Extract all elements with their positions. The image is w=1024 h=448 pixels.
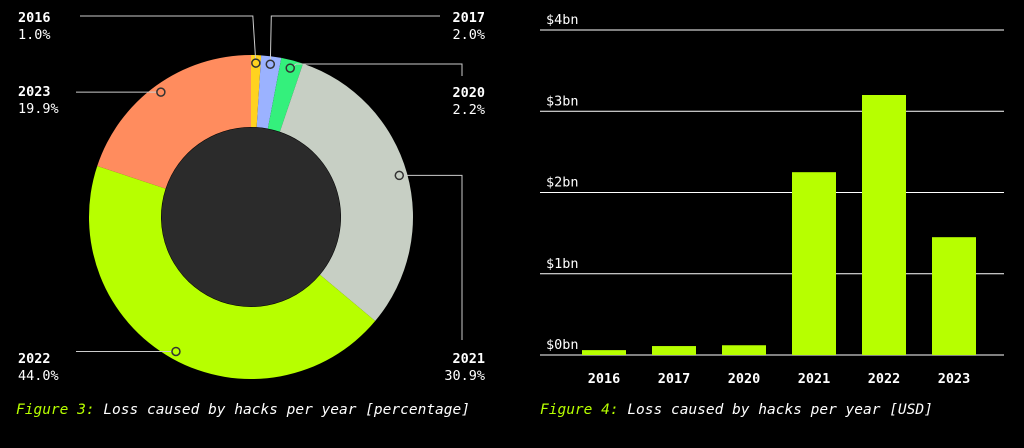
donut-slice-2022 xyxy=(88,165,376,380)
slice-year-label-2020: 2020 xyxy=(452,85,485,101)
slice-year-label-2022: 2022 xyxy=(18,351,51,367)
slice-year-label-2021: 2021 xyxy=(452,351,485,367)
y-tick-label: $1bn xyxy=(546,256,579,272)
donut-slice-2021 xyxy=(279,63,413,322)
leader-dot-2022 xyxy=(171,346,181,357)
donut-slice-2016 xyxy=(251,55,262,128)
x-tick-label: 2022 xyxy=(868,371,901,387)
leader-line-2017 xyxy=(269,15,440,65)
y-tick-label: $3bn xyxy=(546,93,579,109)
leader-dot-2021 xyxy=(394,170,405,181)
donut-hole xyxy=(161,127,341,307)
slice-percent-label-2017: 2.0% xyxy=(452,27,485,43)
x-tick-label: 2020 xyxy=(728,371,761,387)
leader-line-2021 xyxy=(399,174,463,340)
figure-3-label: Figure 3: xyxy=(16,402,95,418)
leader-line-2016 xyxy=(80,15,257,64)
slice-percent-label-2016: 1.0% xyxy=(18,27,51,43)
figure-4-caption: Figure 4: Loss caused by hacks per year … xyxy=(540,402,933,418)
slice-year-label-2023: 2023 xyxy=(18,84,51,100)
bar-2023 xyxy=(932,237,976,355)
leader-dot-2016 xyxy=(251,58,261,68)
x-tick-label: 2017 xyxy=(658,371,691,387)
x-tick-label: 2016 xyxy=(588,371,621,387)
figure-4-description: Loss caused by hacks per year [USD] xyxy=(627,402,933,418)
bar-2016 xyxy=(582,350,626,355)
y-tick-label: $2bn xyxy=(546,175,579,191)
x-tick-label: 2021 xyxy=(798,371,831,387)
slice-year-label-2016: 2016 xyxy=(18,10,51,26)
figure-3-caption: Figure 3: Loss caused by hacks per year … xyxy=(16,402,470,418)
donut-slice-2023 xyxy=(97,55,251,189)
leader-dot-2020 xyxy=(285,63,295,73)
y-tick-label: $0bn xyxy=(546,337,579,353)
bar-2022 xyxy=(862,95,906,355)
donut-slice-2020 xyxy=(267,57,303,132)
figure-4-label: Figure 4: xyxy=(540,402,619,418)
slice-year-label-2017: 2017 xyxy=(452,10,485,26)
bar-2021 xyxy=(792,172,836,355)
x-tick-label: 2023 xyxy=(938,371,971,387)
leader-dot-2017 xyxy=(265,59,276,69)
bar-2020 xyxy=(722,345,766,355)
donut-chart xyxy=(76,15,463,380)
slice-percent-label-2023: 19.9% xyxy=(18,101,59,117)
y-tick-label: $4bn xyxy=(546,12,579,28)
figure-3-description: Loss caused by hacks per year [percentag… xyxy=(103,402,470,418)
bar-chart xyxy=(540,29,1004,356)
slice-percent-label-2021: 30.9% xyxy=(444,368,485,384)
slice-percent-label-2020: 2.2% xyxy=(452,102,485,118)
leader-dot-2023 xyxy=(156,87,166,97)
donut-slice-2017 xyxy=(256,55,282,129)
slice-percent-label-2022: 44.0% xyxy=(18,368,59,384)
bar-2017 xyxy=(652,346,696,355)
